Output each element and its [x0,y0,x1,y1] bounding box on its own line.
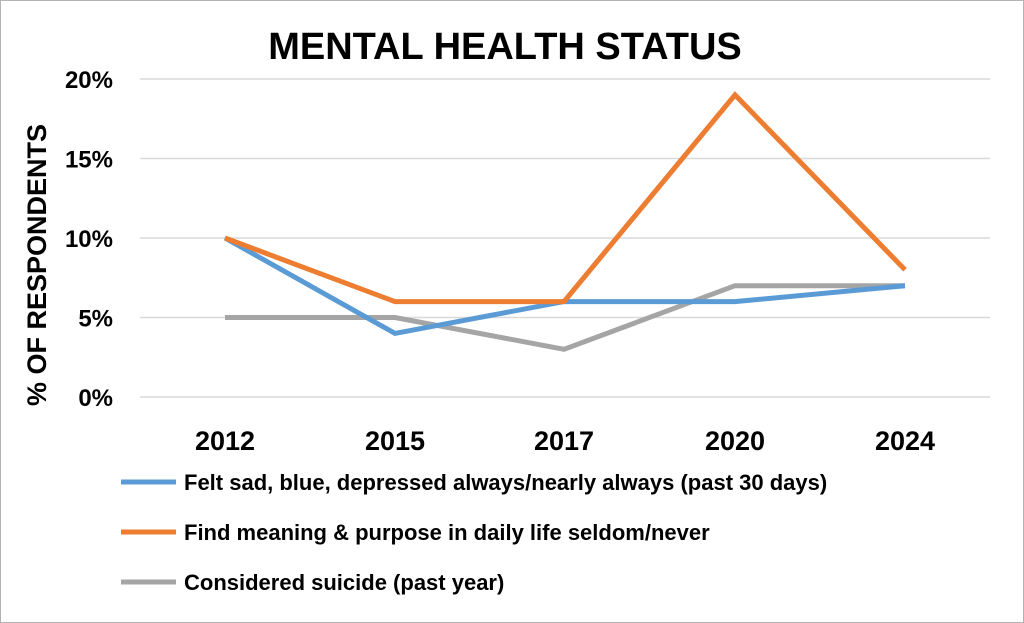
y-tick-label: 0% [78,385,113,412]
chart-title: MENTAL HEALTH STATUS [268,26,742,68]
legend: Felt sad, blue, depressed always/nearly … [121,470,827,595]
x-tick-label: 2020 [705,426,765,456]
x-tick-label: 2017 [534,426,594,456]
series-line-1 [224,91,907,305]
y-tick-labels: 0% 5% 10% 15% 20% [65,67,113,412]
y-axis-label: % OF RESPONDENTS [22,124,52,406]
x-tick-label: 2024 [875,426,935,456]
x-tick-labels: 2012 2015 2017 2020 2024 [195,426,935,456]
x-tick-label: 2012 [195,426,255,456]
series-lines [223,91,907,352]
x-tick-label: 2015 [365,426,425,456]
legend-label: Find meaning & purpose in daily life sel… [184,520,710,545]
y-tick-label: 20% [65,67,113,94]
y-tick-label: 10% [65,226,113,253]
legend-label: Considered suicide (past year) [184,570,504,595]
legend-label: Felt sad, blue, depressed always/nearly … [184,470,827,495]
y-tick-label: 5% [78,306,113,333]
y-tick-label: 15% [65,147,113,174]
